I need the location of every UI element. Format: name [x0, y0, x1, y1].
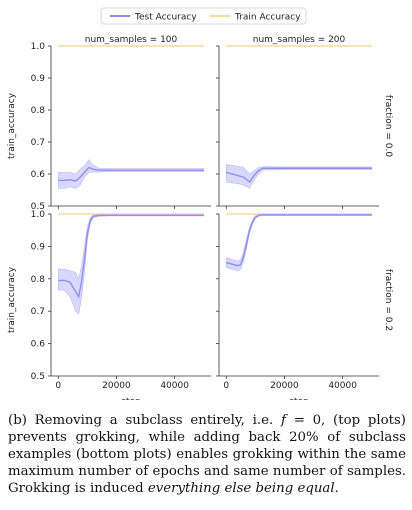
caption-math-f: f — [281, 413, 286, 428]
col-title-num-samples-200: num_samples = 200 — [253, 35, 346, 45]
legend-frame — [100, 7, 307, 25]
panel-r1-c1: 0 20000 40000 — [216, 213, 379, 391]
row-title-fraction-0-2: fraction = 0.2 — [383, 269, 393, 331]
legend-label-test: Test Accuracy — [134, 13, 197, 23]
x-axis-title-right: step — [289, 397, 309, 400]
test-accuracy-line — [226, 167, 372, 184]
figure-caption: (b) Removing a subclass entirely, i.e. f… — [8, 412, 406, 497]
x-tick-label: 0 — [55, 381, 61, 391]
y-tick-label: 0.6 — [31, 340, 46, 350]
caption-end: . — [334, 481, 339, 496]
x-tick-label: 40000 — [160, 381, 189, 391]
faceted-line-chart: Test Accuracy Train Accuracy num_samples… — [7, 7, 393, 400]
test-accuracy-line — [226, 214, 372, 267]
panel-r1-c0: 0.5 0.6 0.7 0.8 0.9 1.0 0 20000 40000 — [31, 210, 211, 391]
x-axis-title-left: step — [121, 397, 141, 400]
row-title-fraction-0-0: fraction = 0.0 — [383, 95, 393, 157]
panel-r0-c1 — [216, 45, 379, 209]
y-tick-label: 0.8 — [31, 106, 46, 116]
y-tick-label: 0.6 — [31, 170, 46, 180]
y-tick-label: 0.5 — [31, 202, 45, 212]
y-tick-label: 0.5 — [31, 372, 45, 382]
x-tick-label: 0 — [223, 381, 229, 391]
col-title-num-samples-100: num_samples = 100 — [85, 35, 178, 45]
caption-label: (b) — [8, 413, 27, 428]
legend-label-train: Train Accuracy — [234, 13, 301, 23]
y-tick-label: 0.8 — [31, 275, 46, 285]
y-tick-label: 0.9 — [31, 242, 46, 252]
y-axis-title-bottom: train_accuracy — [7, 266, 17, 333]
test-accuracy-band — [57, 159, 205, 189]
test-accuracy-band — [225, 214, 373, 272]
y-tick-label: 1.0 — [31, 210, 46, 220]
test-accuracy-line — [58, 214, 204, 299]
x-tick-label: 40000 — [328, 381, 357, 391]
caption-emphasis: everything else being equal — [147, 481, 335, 496]
panel-r0-c0: 0.5 0.6 0.7 0.8 0.9 1.0 — [31, 42, 211, 212]
caption-text-1: Removing a subclass entirely, i.e. — [26, 413, 281, 428]
y-tick-label: 0.9 — [31, 74, 46, 84]
x-tick-label: 20000 — [270, 381, 299, 391]
legend: Test Accuracy Train Accuracy — [100, 7, 307, 25]
test-accuracy-band — [57, 214, 205, 316]
x-tick-label: 20000 — [102, 381, 131, 391]
test-accuracy-band — [225, 164, 373, 189]
y-axis-title-top: train_accuracy — [7, 92, 17, 159]
test-accuracy-line — [58, 166, 204, 182]
y-tick-label: 0.7 — [31, 138, 45, 148]
panels-layer: 0.50.60.70.80.91.00.50.60.70.80.91.00 200… — [31, 42, 379, 391]
y-tick-label: 1.0 — [31, 42, 46, 52]
y-tick-label: 0.7 — [31, 307, 45, 317]
caption-text-2: = 0, (top plots) prevents grokking, whil… — [8, 413, 406, 496]
